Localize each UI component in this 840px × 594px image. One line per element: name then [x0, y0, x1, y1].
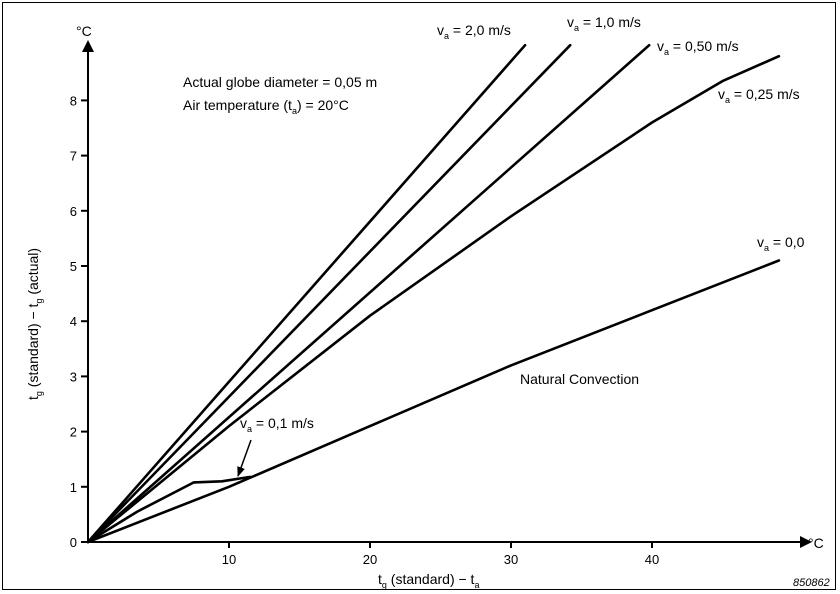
annotation-temperature: Air temperature (ta) = 20°C — [183, 97, 349, 116]
x-axis-arrow — [800, 536, 812, 548]
y-tick-label: 0 — [70, 535, 77, 550]
y-tick-label: 7 — [70, 149, 77, 164]
annotation-diameter: Actual globe diameter = 0,05 m — [183, 74, 377, 90]
series-label-0-25: va = 0,25 m/s — [718, 86, 800, 105]
annotation-arrow — [237, 439, 252, 477]
x-unit: °C — [808, 535, 824, 551]
series-line-5 — [86, 475, 252, 544]
y-unit: °C — [76, 23, 92, 39]
y-tick-label: 5 — [70, 259, 77, 274]
y-axis-label: tg (standard) − tg (actual) — [25, 248, 44, 400]
x-tick-label: 10 — [222, 552, 236, 567]
y-tick-label: 4 — [70, 314, 77, 329]
series-line-0 — [86, 43, 527, 544]
axes — [82, 40, 812, 548]
series-label-0-50: va = 0,50 m/s — [657, 38, 739, 57]
x-tick-label: 20 — [363, 552, 377, 567]
y-axis-arrow — [82, 40, 94, 52]
series-labels: va = 2,0 m/s va = 1,0 m/s va = 0,50 m/s … — [240, 14, 805, 434]
series-lines — [86, 43, 781, 544]
y-tick-label: 3 — [70, 369, 77, 384]
series-line-3 — [86, 54, 781, 544]
y-tick-label: 1 — [70, 480, 77, 495]
y-tick-label: 6 — [70, 204, 77, 219]
x-tick-label: 30 — [504, 552, 518, 567]
y-tick-label: 8 — [70, 93, 77, 108]
figure-id: 850862 — [793, 577, 830, 589]
series-label-0-0: va = 0,0 — [757, 234, 805, 253]
series-label-0-1: va = 0,1 m/s — [240, 415, 314, 434]
series-line-2 — [86, 43, 651, 544]
series-label-2-0: va = 2,0 m/s — [437, 22, 511, 41]
ticks: 0 1 2 3 4 5 6 7 8 10 20 30 40 — [70, 93, 659, 567]
series-line-4 — [86, 259, 781, 544]
x-axis-label: tg (standard) − ta — [378, 571, 479, 590]
x-tick-label: 40 — [645, 552, 659, 567]
y-tick-label: 2 — [70, 425, 77, 440]
series-line-1 — [86, 43, 572, 544]
series-label-1-0: va = 1,0 m/s — [567, 14, 641, 33]
natural-convection-label: Natural Convection — [520, 371, 639, 387]
